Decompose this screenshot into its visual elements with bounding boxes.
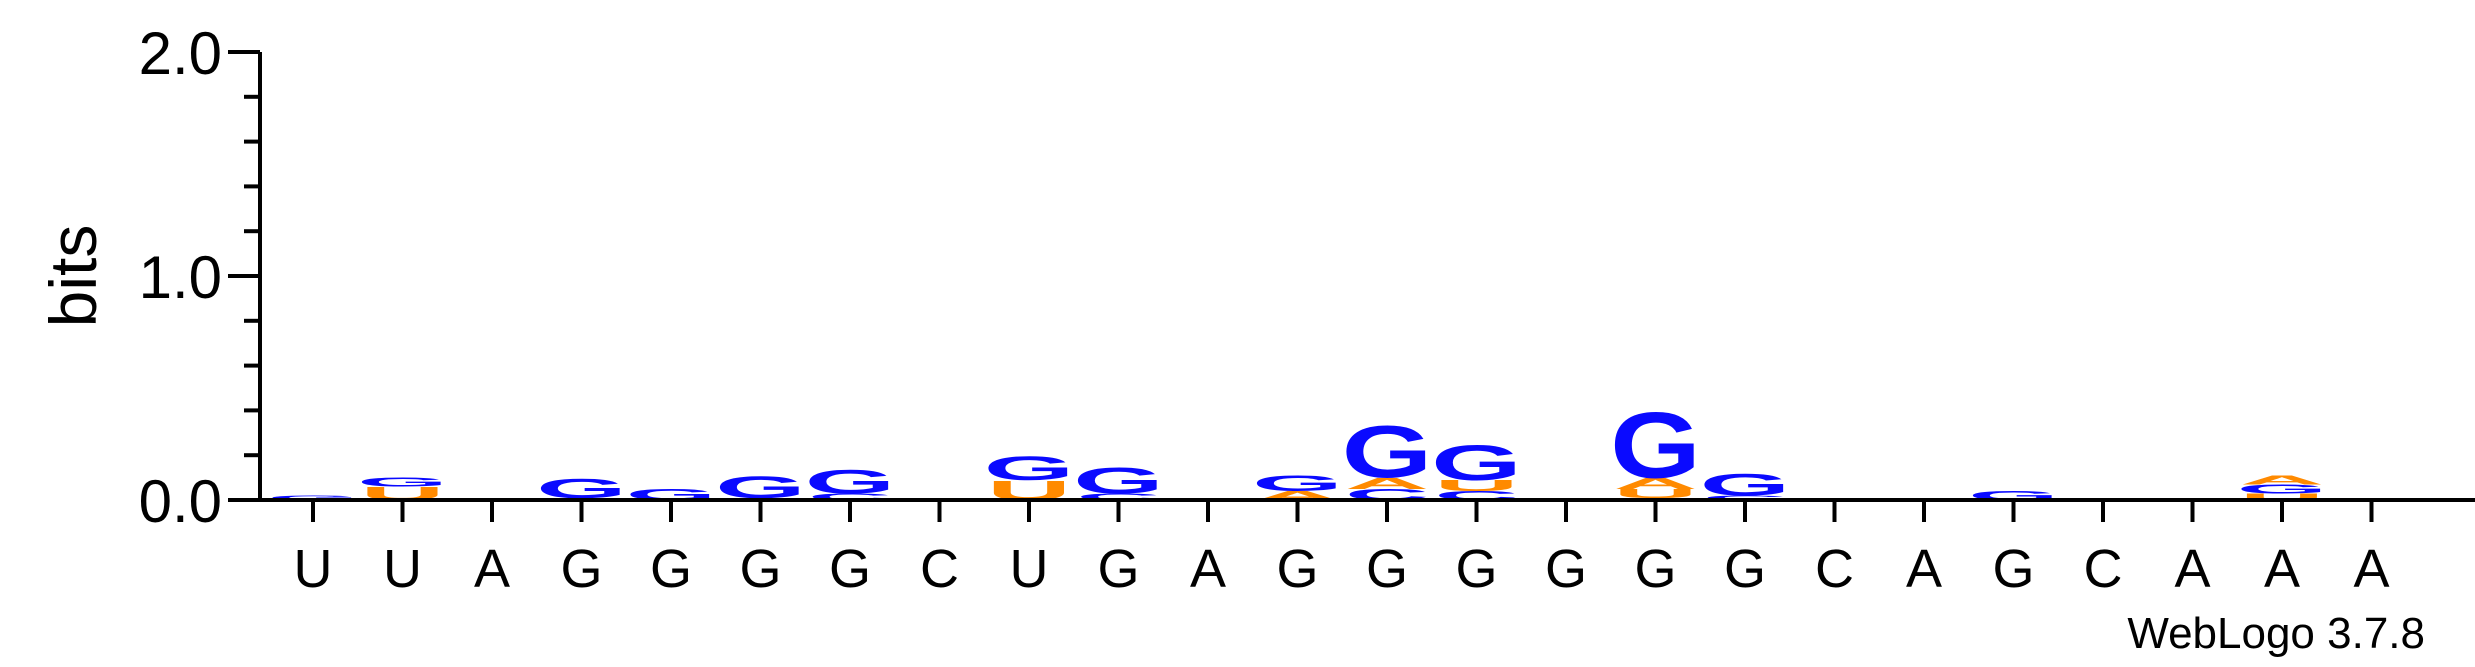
x-tick-label-10: G <box>1097 539 1139 599</box>
logo-stack-9: UG <box>984 449 1075 506</box>
x-tick-label-4: G <box>560 539 602 599</box>
x-tick-label-23: A <box>2264 539 2300 599</box>
logo-letter-17-C: C <box>1703 494 1787 501</box>
x-tick-label-13: G <box>1366 539 1408 599</box>
x-axis-ticks <box>311 500 2374 522</box>
x-tick-label-5: G <box>650 539 692 599</box>
y-axis: 2.0 1.0 0.0 bits <box>36 20 262 535</box>
x-tick-label-7: G <box>829 539 871 599</box>
x-tick-label-18: C <box>1815 539 1854 599</box>
y-tick-label-0: 0.0 <box>139 468 222 535</box>
logo-letter-16-U: U <box>1613 487 1697 501</box>
logo-stack-12: AG <box>1252 471 1343 502</box>
logo-stack-13: CAG <box>1342 410 1433 504</box>
x-tick-label-1: U <box>294 539 333 599</box>
logo-stack-23: UGA <box>2237 473 2328 502</box>
x-tick-label-11: A <box>1190 539 1226 599</box>
logo-letter-1-G: G <box>268 494 359 501</box>
logo-letter-14-U: U <box>1434 477 1518 494</box>
x-tick-label-15: G <box>1545 539 1587 599</box>
x-tick-label-8: C <box>920 539 959 599</box>
logo-letter-16-G: G <box>1610 394 1701 498</box>
y-tick-label-1: 1.0 <box>139 244 222 311</box>
logo-letter-23-G: G <box>2237 482 2328 496</box>
logo-letter-14-G: G <box>1431 435 1522 490</box>
x-tick-label-2: U <box>383 539 422 599</box>
x-tick-label-16: G <box>1634 539 1676 599</box>
x-tick-label-6: G <box>739 539 781 599</box>
logo-letter-7-C: C <box>808 492 892 502</box>
logo-stack-17: CG <box>1700 468 1791 503</box>
logo-stack-14: CUG <box>1431 435 1522 502</box>
logo-letter-2-G: G <box>357 475 448 489</box>
logo-letter-17-G: G <box>1700 468 1791 503</box>
logo-letter-13-G: G <box>1342 410 1433 494</box>
logo-letter-9-G: G <box>984 449 1075 487</box>
logo-letter-23-A: A <box>2240 473 2324 487</box>
logo-stack-10: CG <box>1073 460 1164 502</box>
x-tick-label-24: A <box>2353 539 2389 599</box>
logo-letter-16-A: A <box>1613 475 1697 492</box>
y-tick-label-2: 2.0 <box>139 20 222 87</box>
logo-stack-7: CG <box>805 463 896 502</box>
x-tick-label-21: C <box>2084 539 2123 599</box>
logo-letter-13-A: A <box>1345 475 1429 492</box>
x-tick-label-22: A <box>2174 539 2210 599</box>
x-tick-label-17: G <box>1724 539 1766 599</box>
logo-letter-10-G: G <box>1073 460 1164 501</box>
logo-letter-12-G: G <box>1252 471 1343 495</box>
x-tick-label-19: A <box>1906 539 1942 599</box>
weblogo-credit: WebLogo 3.7.8 <box>2127 609 2425 658</box>
x-tick-label-3: A <box>474 539 510 599</box>
logo-letter-7-G: G <box>805 463 896 501</box>
x-tick-label-12: G <box>1276 539 1318 599</box>
logo-stack-1: G <box>268 494 359 501</box>
x-tick-label-14: G <box>1455 539 1497 599</box>
logo-letter-10-C: C <box>1076 492 1160 502</box>
x-tick-label-20: G <box>1992 539 2034 599</box>
x-tick-label-9: U <box>1010 539 1049 599</box>
y-axis-minor-ticks <box>244 50 260 458</box>
logo-letter-23-U: U <box>2240 492 2324 502</box>
y-axis-label: bits <box>36 225 110 328</box>
